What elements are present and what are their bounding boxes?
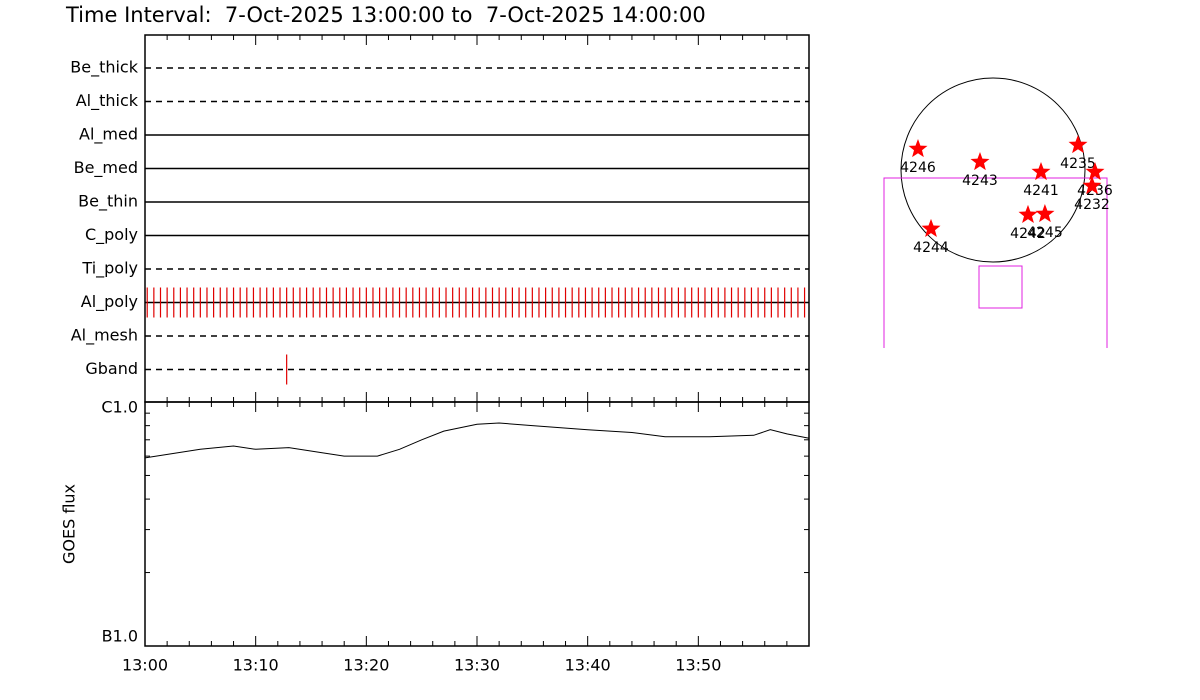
title: Time Interval: 7-Oct-2025 13:00:00 to 7-… xyxy=(65,3,706,27)
x-tick-label: 13:00 xyxy=(122,656,168,675)
filter-label: Be_thick xyxy=(70,58,138,78)
region-label: 4246 xyxy=(900,160,936,176)
y-axis-label: GOES flux xyxy=(60,484,79,564)
filter-label: Gband xyxy=(85,359,138,378)
active-region xyxy=(970,152,990,171)
x-tick-label: 13:20 xyxy=(343,656,389,675)
y-tick-label: B1.0 xyxy=(102,627,138,646)
filter-label: Be_med xyxy=(74,158,138,178)
active-region xyxy=(1031,162,1051,181)
region-label: 4232 xyxy=(1074,197,1110,213)
active-region xyxy=(1018,204,1038,223)
x-tick-label: 13:10 xyxy=(233,656,279,675)
fov-box xyxy=(978,265,1023,309)
region-label: 4243 xyxy=(962,173,998,189)
region-label: 4235 xyxy=(1060,156,1096,172)
active-region xyxy=(1068,135,1088,154)
x-tick-label: 13:40 xyxy=(565,656,611,675)
region-label: 4244 xyxy=(913,240,949,256)
filter-label: Al_med xyxy=(79,125,138,145)
active-region xyxy=(1082,176,1102,195)
active-region xyxy=(1085,162,1105,181)
filter-label: Ti_poly xyxy=(81,259,138,279)
filter-label: Al_thick xyxy=(76,91,139,111)
active-region xyxy=(908,139,928,158)
x-tick-label: 13:30 xyxy=(454,656,500,675)
fov-outline xyxy=(883,177,1108,348)
x-tick-label: 13:50 xyxy=(675,656,721,675)
y-tick-label: C1.0 xyxy=(101,398,138,417)
region-label: 4245 xyxy=(1027,225,1063,241)
filter-label: Al_poly xyxy=(81,292,138,312)
filter-label: C_poly xyxy=(85,225,138,245)
solar-disk xyxy=(900,77,1086,263)
region-label: 4241 xyxy=(1023,183,1059,199)
goes-curve xyxy=(144,422,810,459)
filter-label: Al_mesh xyxy=(71,326,138,346)
region-label: 4242 xyxy=(1010,226,1046,242)
filter-label: Be_thin xyxy=(78,192,138,212)
active-region xyxy=(921,218,941,237)
active-region xyxy=(1035,204,1055,223)
